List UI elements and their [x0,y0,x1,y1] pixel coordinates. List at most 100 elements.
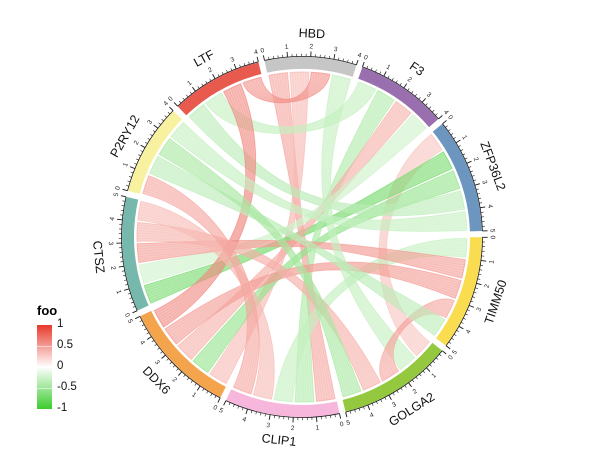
chord-ribbon-GOLGA2-CTSZ [136,221,381,391]
axis-tick-label: 5 [113,192,121,197]
axis-minor-tick [475,287,478,289]
axis-minor-tick [478,273,482,276]
sector-band-CTSZ [121,196,149,311]
axis-minor-tick [432,360,436,364]
chord-ribbon-fiber [166,142,357,394]
chord-ribbon-fiber [137,243,464,271]
axis-minor-tick [127,180,131,183]
axis-minor-tick [349,410,352,414]
axis-minor-tick [453,137,456,140]
chord-ribbon-fiber [185,107,406,355]
axis-major-tick [233,63,237,70]
axis-tick-label: 4 [357,52,363,60]
axis-tick-label: 0 [363,54,369,62]
chord-ribbon-fiber [322,75,403,369]
axis-tick-label: 2 [171,376,179,384]
chord-ribbon-fiber [177,127,467,225]
axis-tick-label: 3 [425,91,433,99]
axis-minor-tick [338,57,340,61]
axis-minor-tick [439,354,442,357]
legend-colorbar-notch [37,367,52,368]
chord-ribbon-fiber [157,87,251,319]
axis-minor-tick [392,392,395,396]
axis-minor-tick [167,111,171,115]
axis-tick-label: 4 [442,109,450,117]
axis-minor-tick [400,387,403,391]
axis-minor-tick [468,166,472,168]
chord-ribbon-fiber [140,119,419,274]
axis-major-tick [455,139,461,144]
axis-minor-tick [239,64,241,68]
axis-tick-label: 4 [465,328,473,335]
axis-minor-tick [122,200,126,202]
axis-minor-tick [422,370,426,374]
axis-minor-tick [197,86,200,89]
axis-tick-label: 1 [285,44,290,51]
axis-minor-tick [418,97,421,100]
axis-minor-tick [473,179,477,181]
chord-ribbon-fiber [159,86,252,321]
axis-major-tick [367,404,371,411]
axis-minor-tick [123,279,127,281]
axis-tick-label: 1 [186,79,193,87]
axis-minor-tick [237,405,240,409]
axis-minor-tick [122,275,126,277]
axis-major-tick [192,86,196,92]
axis-minor-tick [465,313,468,316]
axis-major-tick [388,394,392,400]
sector-axes-layer: 0 1 2 34 01234012345012345012345012345012345… [107,43,498,432]
sector-bands-layer [121,56,482,418]
axis-tick-label: 4 [138,339,146,346]
axis-minor-tick [130,171,134,174]
axis-minor-tick [428,106,432,109]
chord-ribbon-fiber [145,182,255,392]
axis-minor-tick [136,158,139,161]
axis-major-tick [468,304,475,308]
axis-minor-tick [190,380,193,383]
axis-major-tick [129,166,136,170]
axis-minor-tick [161,119,164,122]
axis-minor-tick [380,399,383,403]
chord-ribbon-fiber [174,268,457,343]
axis-minor-tick [414,94,417,97]
axis-tick-label: 3 [146,119,154,126]
axis-major-tick [362,61,365,68]
chord-ribbon-fiber [175,129,467,227]
axis-major-tick [466,160,472,164]
axis-major-tick [153,124,159,129]
chord-ribbon-fiber [140,118,418,271]
axis-tick-label: 1 [114,289,122,295]
legend-tick-label: -0.5 [57,381,77,393]
axis-tick-label: 0 [167,95,175,103]
axis-major-tick [124,288,130,291]
axis-minor-tick [460,149,464,152]
axis-major-tick [161,354,166,359]
chord-ribbon-fiber [289,252,467,402]
axis-minor-tick [376,401,378,405]
axis-major-tick [245,408,248,415]
chord-ribbon-fiber [194,110,464,212]
axis-major-tick [458,325,464,330]
axis-minor-tick [206,390,209,394]
axis-tick-label: 2 [207,66,214,74]
axis-major-tick [117,218,123,221]
legend-title: foo [37,303,58,318]
chord-ribbon-TIMM50-P2RY12 [149,155,446,337]
sector-axis-DDX6 [139,316,221,399]
chord-ribbon-fiber [156,89,249,316]
axis-minor-tick [470,300,474,303]
axis-tick-label: 3 [480,180,488,186]
legend-tick-label: 0.5 [57,339,73,351]
axis-major-tick [480,260,487,262]
axis-major-tick [480,206,486,209]
axis-tick-label: 2 [133,139,141,146]
chord-ribbon-fiber [166,262,461,332]
axis-minor-tick [399,82,402,86]
axis-major-tick [333,54,336,60]
axis-tick-label: 4 [109,216,116,221]
axis-minor-tick [252,60,255,64]
axis-minor-tick [411,91,414,94]
axis-major-tick [438,115,443,120]
axis-minor-tick [425,103,428,106]
